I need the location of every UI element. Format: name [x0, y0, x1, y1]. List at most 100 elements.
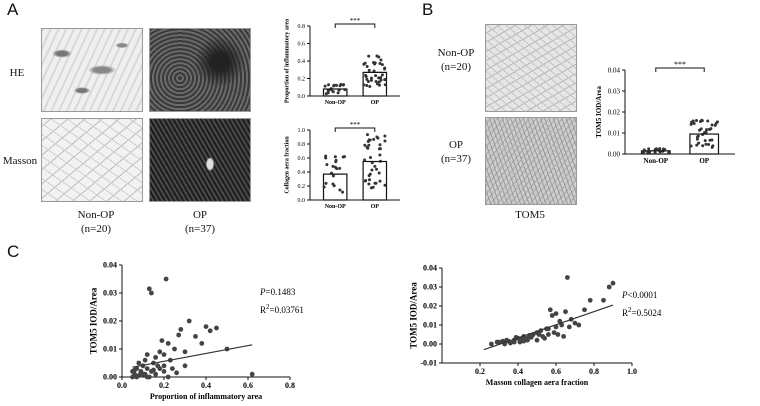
data-point	[377, 171, 381, 175]
x-tick-label: Non-OP	[644, 157, 669, 165]
y-tick-label: 0.4	[298, 170, 306, 176]
data-point	[496, 339, 502, 345]
y-tick-label: 0.00	[608, 150, 621, 158]
data-point	[331, 182, 335, 186]
data-point	[706, 119, 710, 123]
b-row-label-non-op-n: (n=20)	[440, 61, 472, 73]
data-point	[582, 307, 587, 313]
y-axis-label: TOM5 IOD/Area	[88, 287, 98, 354]
data-point	[377, 80, 381, 84]
chart-b-axes: 0.00 0.01 0.02 0.03 0.04 TOM5 IOD/Area Non-OP O…	[595, 60, 735, 165]
x-tick-label: OP	[371, 204, 380, 210]
data-point	[363, 158, 367, 162]
data-point	[343, 155, 347, 159]
data-point	[377, 76, 381, 80]
data-point	[343, 88, 347, 92]
data-point	[138, 370, 144, 376]
data-point	[534, 337, 540, 343]
data-point	[331, 164, 335, 168]
data-point	[134, 374, 140, 380]
x-tick-label: 0.2	[159, 381, 169, 390]
data-point	[174, 370, 179, 376]
data-point	[383, 139, 387, 143]
y-tick-label: 0.00	[423, 340, 437, 349]
data-point	[701, 144, 705, 148]
chart-c-left: 0.00 0.01 0.02 0.03 0.04 0.0 0.2 0.4 0.6 0.8 Propo…	[88, 261, 304, 401]
col-label-op-n: (n=37)	[184, 223, 216, 235]
data-point	[331, 174, 335, 178]
chart-a-bottom-axes: 0.0 0.2 0.4 0.6 0.8 1.0 Collagen aera fraction…	[284, 121, 400, 210]
data-point	[130, 374, 135, 380]
data-point	[136, 360, 142, 366]
data-point	[551, 330, 557, 335]
row-label-masson: Masson	[2, 155, 38, 167]
data-point	[366, 139, 370, 143]
r-superscript: 2	[266, 303, 270, 311]
p-value-label: P<0.0001	[621, 290, 657, 300]
significance-bracket	[334, 127, 376, 132]
data-point	[380, 63, 384, 67]
data-point	[370, 168, 374, 172]
p-value-label: P=0.1483	[259, 287, 296, 297]
r-squared-value: =0.5024	[632, 308, 662, 318]
y-tick-label: 0.04	[103, 261, 117, 270]
data-point	[561, 334, 566, 339]
data-point	[528, 334, 534, 340]
chart-c-right-axes: -0.01 0.00 0.01 0.02 0.03 0.04 0.2 0.4 0.6 0.8 1.0…	[408, 264, 661, 387]
significance-bracket	[334, 23, 376, 28]
data-point	[322, 185, 326, 189]
data-point	[362, 83, 366, 87]
tom5-stain-label: TOM5	[515, 209, 545, 221]
x-tick-label: Non-OP	[325, 100, 346, 106]
data-point	[375, 135, 379, 139]
data-point	[566, 324, 572, 330]
data-point	[331, 90, 335, 94]
y-tick-label: 1.0	[298, 128, 306, 134]
x-tick-label: 0.8	[589, 367, 599, 376]
r-squared-value: =0.03761	[270, 305, 304, 315]
data-point	[692, 121, 696, 125]
data-point	[365, 64, 369, 68]
data-point	[383, 134, 387, 138]
data-point	[207, 328, 213, 334]
data-point	[713, 123, 717, 127]
data-point	[332, 84, 336, 88]
p-symbol: P	[621, 290, 628, 300]
x-axis-label: Proportion of inflammatory area	[150, 392, 262, 401]
col-label-non-op-name: Non-OP	[77, 209, 115, 221]
y-tick-label: 0.02	[608, 108, 621, 116]
data-point	[367, 143, 371, 147]
y-tick-label: 0.02	[423, 302, 437, 311]
data-point	[379, 58, 383, 62]
data-point	[159, 338, 165, 343]
p-symbol: P	[259, 287, 266, 297]
significance-label: ***	[674, 60, 686, 69]
significance-bracket	[655, 67, 705, 72]
data-point	[363, 143, 367, 147]
data-point	[369, 78, 373, 82]
data-point	[161, 369, 167, 374]
data-point	[182, 349, 188, 355]
data-point	[366, 80, 370, 84]
data-point	[144, 374, 150, 380]
data-point	[379, 78, 383, 82]
x-tick-label: OP	[371, 100, 380, 106]
data-point	[333, 165, 337, 169]
y-tick-label: 0.00	[103, 373, 117, 382]
data-point	[667, 151, 671, 155]
data-point	[576, 322, 582, 328]
data-point	[563, 309, 568, 315]
data-point	[324, 181, 328, 185]
data-point	[333, 155, 337, 159]
data-point	[368, 178, 372, 182]
chart-a-top: 0.0 0.2 0.4 0.6 0.8 Proportion of inflammator…	[284, 17, 400, 106]
panel-letter-a: A	[7, 0, 19, 19]
r-squared-label: R2=0.03761	[260, 303, 304, 315]
data-point	[373, 62, 377, 66]
data-point	[374, 181, 378, 185]
data-point	[374, 167, 378, 171]
data-point	[709, 127, 713, 131]
data-point	[654, 147, 658, 151]
data-point	[383, 78, 387, 82]
x-tick-label: Non-OP	[325, 204, 346, 210]
